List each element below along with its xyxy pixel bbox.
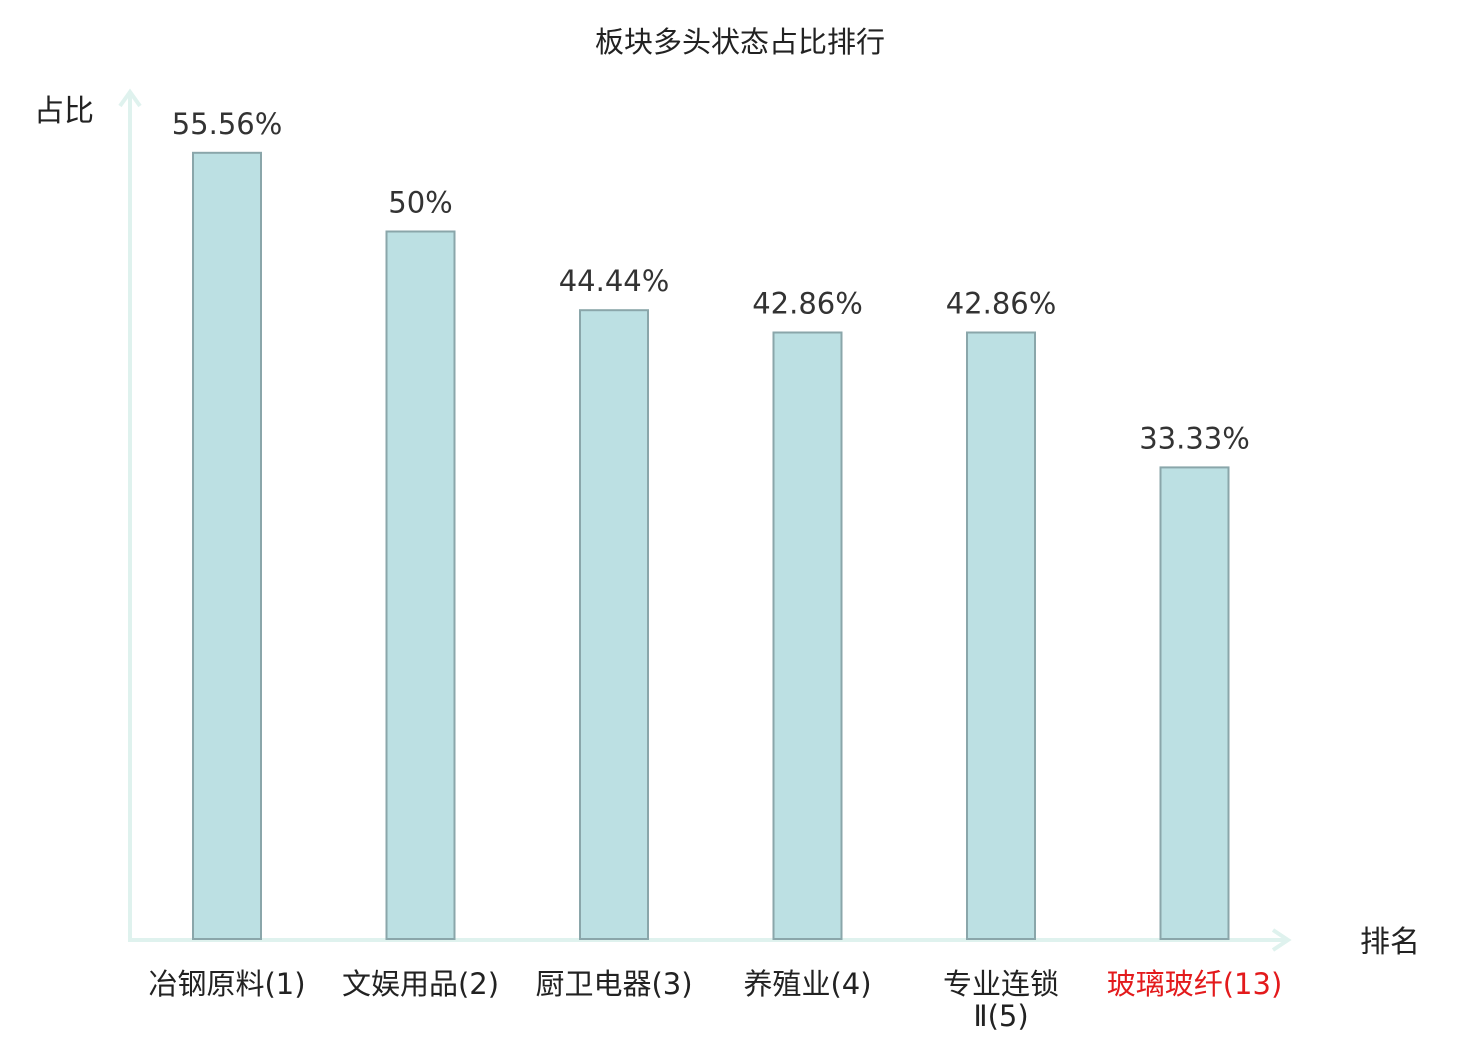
bar-value-label: 44.44%: [559, 264, 670, 298]
x-tick-label: 养殖业(4): [743, 967, 871, 1001]
x-tick-label: 文娱用品(2): [342, 967, 499, 1001]
y-axis-label: 占比: [34, 94, 94, 129]
chart-title: 板块多头状态占比排行: [595, 25, 885, 59]
bar-value-label: 50%: [388, 186, 452, 220]
bar: [579, 309, 649, 940]
y-axis-arrow: [118, 88, 142, 108]
bar: [192, 151, 262, 941]
x-tick-label: 厨卫电器(3): [535, 967, 692, 1001]
bar-value-label: 33.33%: [1139, 421, 1250, 455]
x-tick-label: 冶钢原料(1): [148, 967, 305, 1001]
bar-value-label: 42.86%: [752, 287, 863, 321]
x-axis-arrow: [1271, 928, 1292, 952]
x-axis-label: 排名: [1360, 925, 1420, 960]
x-tick-label: 专业连锁: [943, 967, 1059, 1001]
bar: [966, 331, 1036, 940]
bars-group: 55.56% 冶钢原料(1) 50% 文娱用品(2) 44.44% 厨卫电器(3) 42.8…: [148, 107, 1282, 1033]
bar: [385, 230, 456, 940]
bar: [1159, 466, 1230, 940]
x-tick-label: Ⅱ(5): [973, 999, 1028, 1033]
bar-value-label: 55.56%: [172, 107, 283, 141]
bar-value-label: 42.86%: [946, 287, 1057, 321]
bar: [772, 331, 843, 940]
x-tick-label: 玻璃玻纤(13): [1107, 967, 1283, 1001]
